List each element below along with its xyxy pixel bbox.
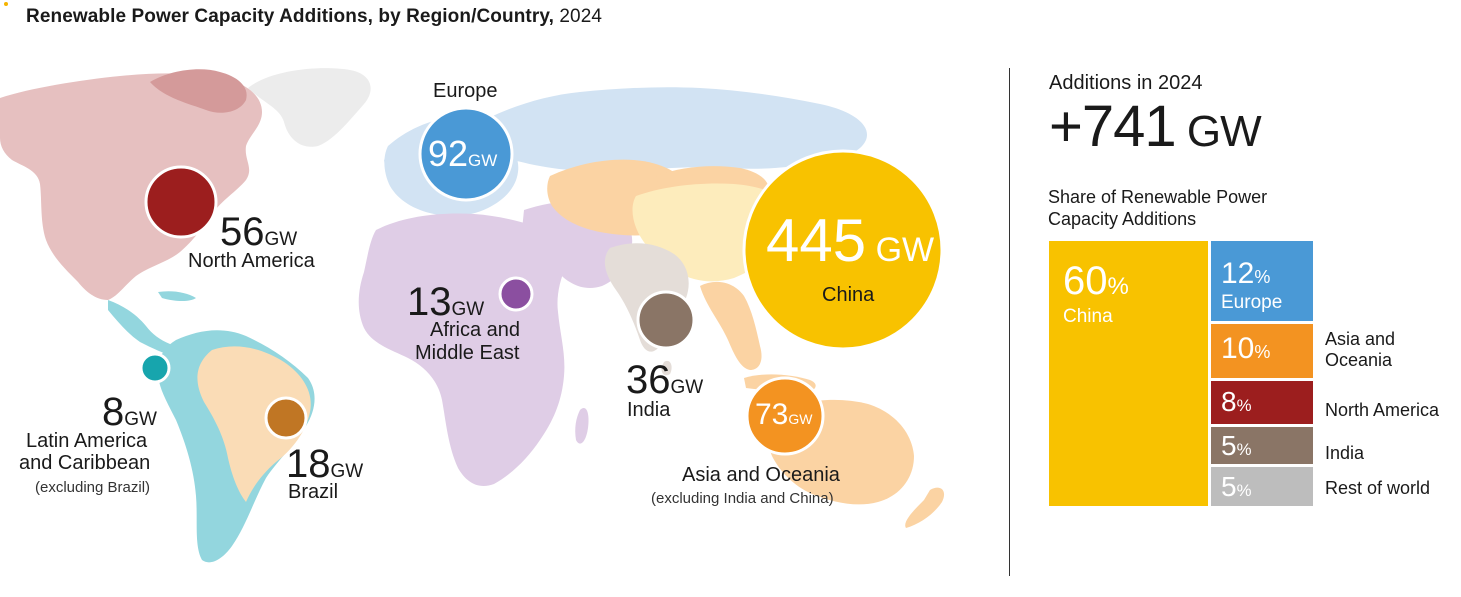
legend-rest-of-world: Rest of world <box>1325 478 1431 498</box>
legend-asia: Asia and Oceania <box>1325 329 1396 370</box>
brazil-label: Brazil <box>288 481 339 503</box>
map-madagascar <box>575 408 589 444</box>
panel-divider <box>1009 68 1010 576</box>
map-greenland <box>248 68 371 147</box>
latam-note: (excluding Brazil) <box>35 479 151 496</box>
accent-dot <box>4 2 8 6</box>
bubble-china <box>742 149 944 351</box>
chart-title-main: Renewable Power Capacity Additions, by R… <box>26 6 554 27</box>
brazil-value: 18GW <box>286 442 364 486</box>
north-america-label: North America <box>188 250 315 272</box>
share-label: Share of Renewable Power Capacity Additi… <box>1048 187 1268 229</box>
bubble-india <box>636 290 696 350</box>
additions-label: Additions in 2024 <box>1049 72 1203 94</box>
bubble-asia <box>745 376 825 456</box>
map-uk <box>384 154 400 174</box>
map-sri-lanka <box>661 360 672 376</box>
latam-value: 8GW <box>102 390 157 434</box>
chart-title: Renewable Power Capacity Additions, by R… <box>26 6 602 28</box>
bubble-europe <box>418 106 514 202</box>
india-value: 36GW <box>626 358 704 402</box>
map-arctic-islands <box>150 69 247 113</box>
tile-europe: 12% Europe <box>1211 241 1313 321</box>
africa-label-1: Africa and <box>430 319 521 341</box>
map-central-america <box>108 300 177 356</box>
bubble-latam <box>139 352 171 384</box>
map-north-america <box>0 73 262 300</box>
tile-india: 5% <box>1211 427 1313 464</box>
europe-value: 92GW <box>428 133 498 174</box>
latam-label-2: and Caribbean <box>19 452 151 474</box>
europe-label: Europe <box>433 80 498 102</box>
bubble-brazil <box>264 396 308 440</box>
total-additions: +741 GW <box>1049 94 1262 159</box>
map-caribbean <box>158 291 196 301</box>
chart-title-year: 2024 <box>559 6 603 27</box>
china-value: 445 GW <box>766 207 935 274</box>
bubble-africa <box>498 276 534 312</box>
india-label: India <box>627 399 671 421</box>
asia-value: 73GW <box>755 398 813 431</box>
tile-rest-of-world: 5% <box>1211 467 1313 506</box>
africa-label-2: Middle East <box>415 342 520 364</box>
bubble-north-america <box>144 165 218 239</box>
legend-india: India <box>1325 443 1365 463</box>
tile-north-america: 8% <box>1211 381 1313 424</box>
legend-north-america: North America <box>1325 400 1440 420</box>
latam-label-1: Latin America <box>26 430 148 452</box>
asia-label: Asia and Oceania <box>682 464 840 486</box>
africa-value: 13GW <box>407 280 485 324</box>
china-label: China <box>822 284 875 306</box>
map-brazil <box>197 346 311 502</box>
north-america-value: 56GW <box>220 210 298 254</box>
world-map <box>0 68 945 563</box>
tile-china: 60% China <box>1049 241 1208 506</box>
map-russia <box>470 87 867 172</box>
asia-note: (excluding India and China) <box>651 490 834 507</box>
map-se-asia <box>700 281 762 370</box>
map-new-zealand <box>905 487 945 528</box>
tile-asia: 10% <box>1211 324 1313 378</box>
